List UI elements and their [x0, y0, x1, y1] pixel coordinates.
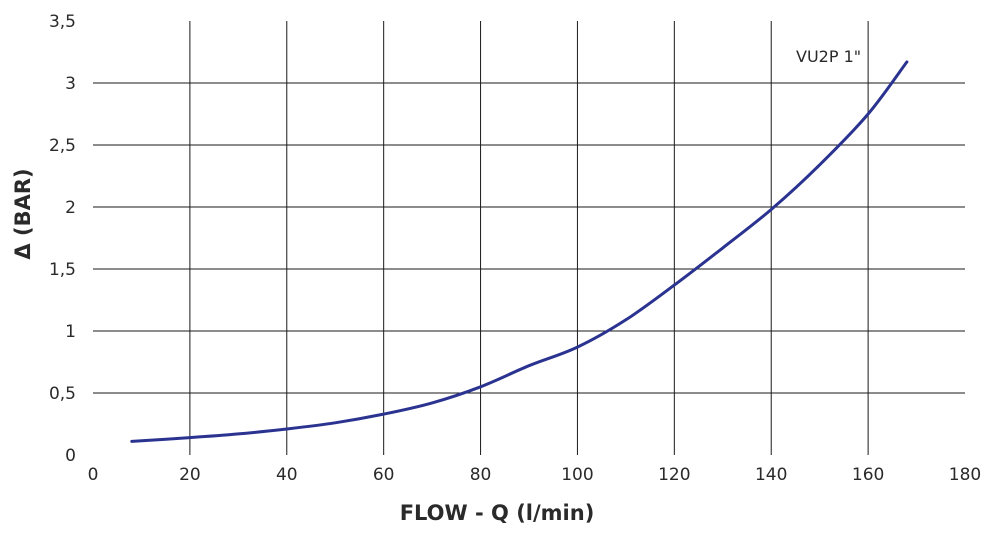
x-tick-label: 100: [561, 465, 593, 485]
x-tick-label: 160: [852, 465, 884, 485]
y-tick-labels: 0 0,5 1 1,5 2 2,5 3 3,5: [49, 12, 76, 466]
grid-lines: [93, 21, 965, 455]
y-tick-label: 0: [65, 446, 76, 466]
x-tick-label: 60: [373, 465, 395, 485]
y-tick-label: 1,5: [49, 260, 76, 280]
x-tick-label: 140: [755, 465, 787, 485]
x-tick-label: 80: [470, 465, 492, 485]
x-tick-labels: 0 20 40 60 80 100 120 140 160 180: [88, 465, 982, 485]
x-tick-label: 0: [88, 465, 99, 485]
y-tick-label: 0,5: [49, 384, 76, 404]
x-tick-label: 180: [949, 465, 981, 485]
x-tick-label: 120: [658, 465, 690, 485]
x-tick-label: 40: [276, 465, 298, 485]
series-label: VU2P 1": [796, 47, 861, 66]
series-line: [130, 60, 909, 443]
x-axis-title: FLOW - Q (l/min): [400, 501, 595, 525]
y-axis-title: Δ (BAR): [11, 168, 35, 259]
series-lines: [130, 60, 909, 443]
y-tick-label: 2,5: [49, 136, 76, 156]
y-tick-label: 1: [65, 322, 76, 342]
x-tick-label: 20: [179, 465, 201, 485]
y-tick-label: 3: [65, 74, 76, 94]
y-tick-label: 2: [65, 198, 76, 218]
y-tick-label: 3,5: [49, 12, 76, 32]
